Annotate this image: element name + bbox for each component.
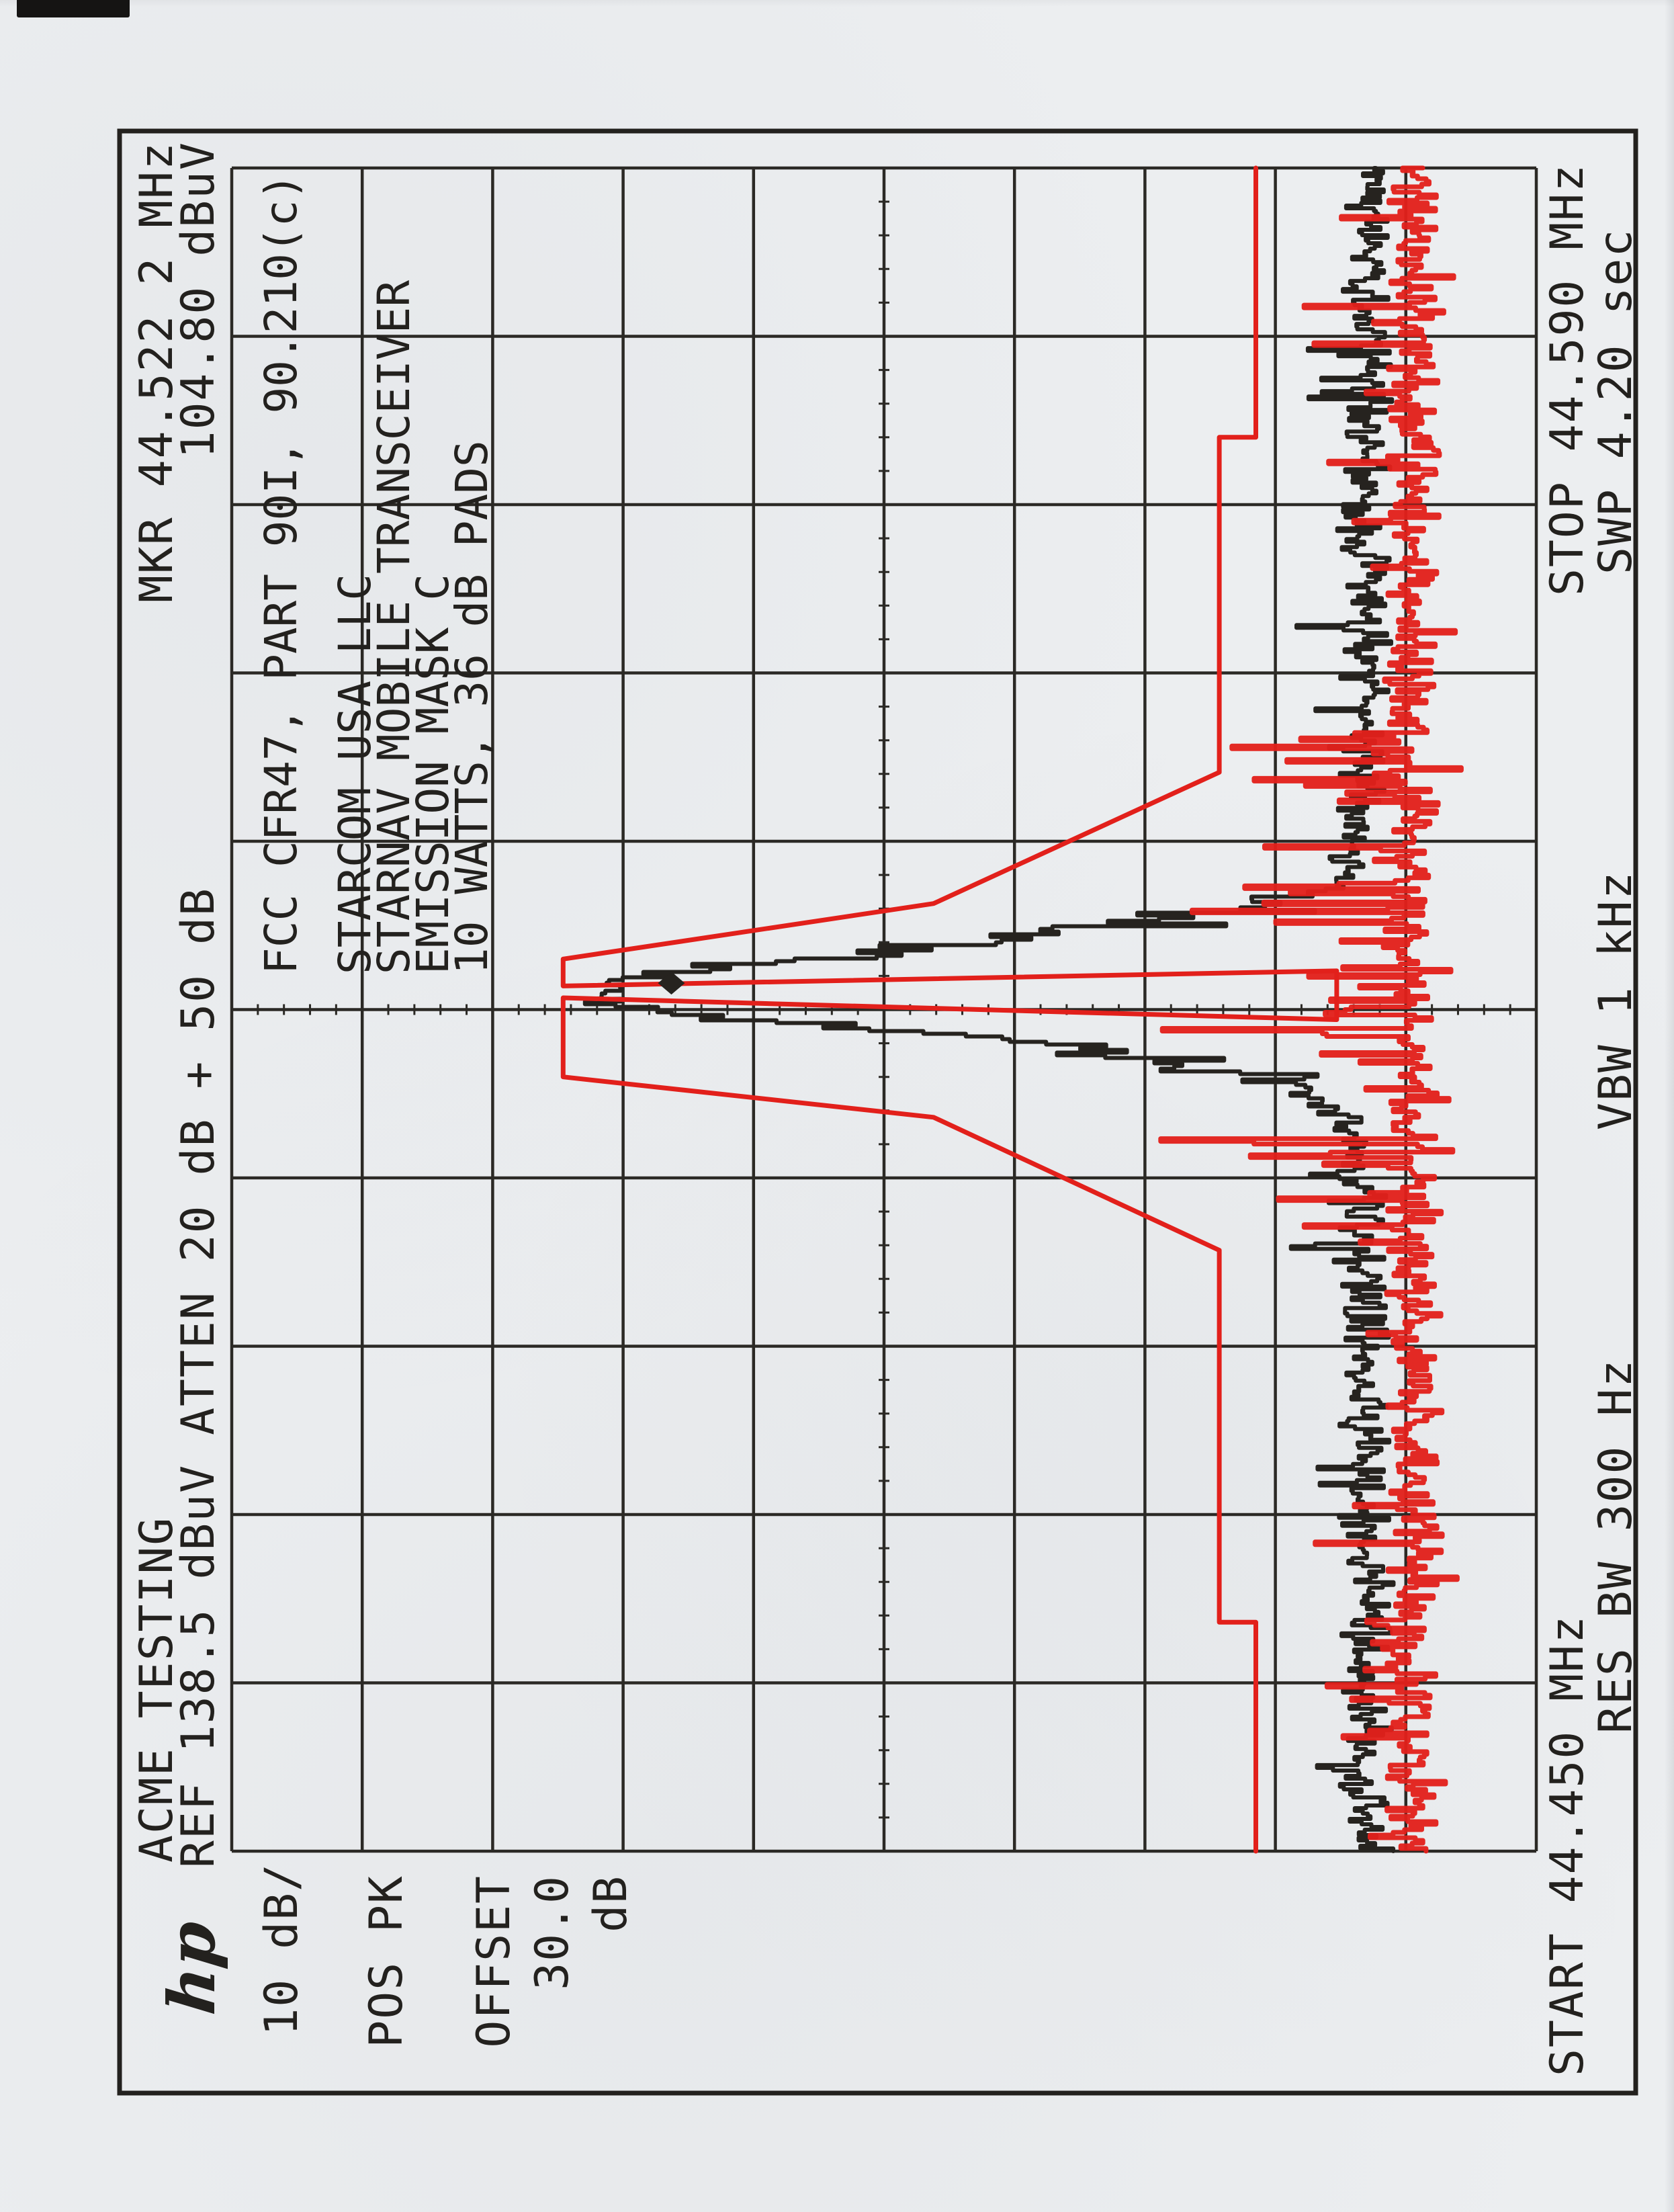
scale-per-div-readout: 10 dB/ [255, 1863, 308, 2036]
res-bw-readout: RES BW 300 Hz [1589, 1358, 1642, 1734]
plot-outer-frame [117, 128, 1638, 2096]
marker-diamond [658, 972, 685, 995]
offset-label: OFFSET [468, 1875, 521, 2048]
ref-atten-readout: REF 138.5 dBuV ATTEN 20 dB + 50 dB [172, 887, 225, 1868]
stop-frequency-readout: STOP 44.590 MHz [1541, 163, 1594, 596]
center-axis-minor-ticks [257, 200, 1511, 1819]
vbw-readout: VBW 1 kHz [1589, 870, 1642, 1130]
marker-level-readout: 104.80 dBuV [172, 141, 225, 459]
graticule-grid [230, 166, 1538, 1853]
offset-value: 30.0 [526, 1875, 579, 1990]
detector-mode-readout: POS PK [360, 1875, 413, 2048]
annotation-power-pads: 10 WATTS, 36 dB PADS [446, 440, 498, 974]
annotation-fcc-rule: FCC CFR47, PART 90I, 90.210(c) [255, 173, 307, 974]
hp-logo: hp [154, 1918, 230, 2018]
red-reference-trace [1158, 165, 1464, 1854]
sweep-time-readout: SWP 4.20 sec [1589, 228, 1642, 575]
scan-edge-artifact [17, 0, 130, 17]
start-frequency-readout: START 44.450 MHz [1541, 1614, 1594, 2076]
emission-mask-limit-line [560, 165, 1339, 1854]
black-emission-trace [582, 166, 1396, 1853]
offset-unit: dB [584, 1875, 637, 1932]
